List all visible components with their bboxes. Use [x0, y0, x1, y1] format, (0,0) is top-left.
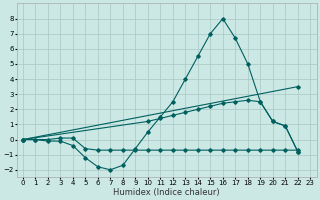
- X-axis label: Humidex (Indice chaleur): Humidex (Indice chaleur): [113, 188, 220, 197]
